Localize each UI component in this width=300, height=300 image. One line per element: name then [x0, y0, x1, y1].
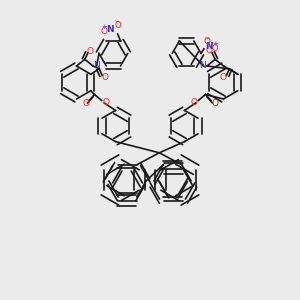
Text: O: O: [87, 47, 94, 56]
Text: -: -: [115, 16, 118, 26]
Text: O: O: [211, 99, 218, 108]
Text: +: +: [212, 41, 218, 47]
Text: O: O: [219, 73, 226, 82]
Text: O: O: [211, 44, 218, 53]
Text: O: O: [102, 98, 109, 107]
Text: +: +: [101, 23, 107, 29]
Text: N: N: [93, 61, 100, 70]
Text: -: -: [206, 34, 208, 43]
Text: N: N: [200, 61, 206, 70]
Text: N: N: [106, 25, 114, 34]
Text: O: O: [102, 73, 109, 82]
Text: N: N: [206, 42, 213, 51]
Text: O: O: [82, 99, 90, 108]
Text: O: O: [191, 98, 198, 107]
Text: O: O: [100, 27, 107, 36]
Text: O: O: [203, 38, 211, 46]
Text: O: O: [115, 20, 122, 29]
Text: O: O: [206, 46, 213, 55]
